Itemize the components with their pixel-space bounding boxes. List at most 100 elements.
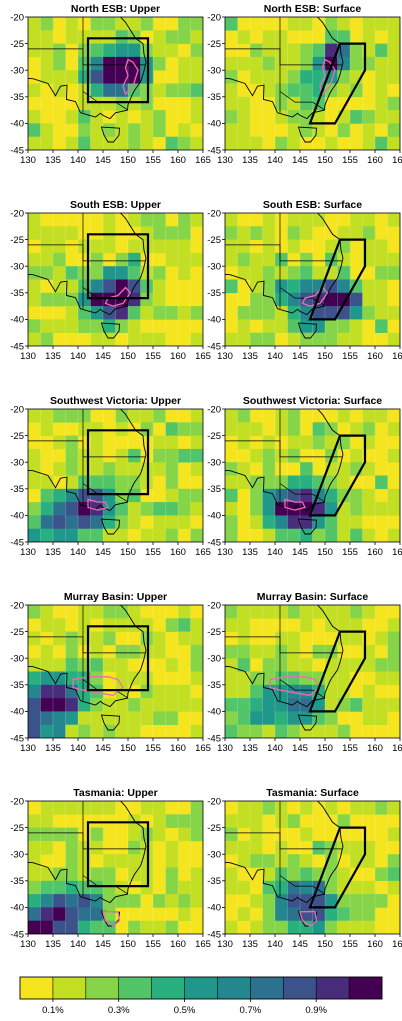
heatmap-cell bbox=[28, 475, 41, 490]
heatmap-cell bbox=[225, 239, 238, 254]
heatmap-cell bbox=[337, 840, 351, 855]
heatmap-cell bbox=[362, 698, 376, 712]
heatmap-cell bbox=[115, 110, 129, 124]
heatmap-cell bbox=[262, 711, 276, 725]
heatmap-cell bbox=[375, 409, 388, 423]
heatmap-cell bbox=[337, 671, 351, 686]
heatmap-cell bbox=[250, 43, 263, 58]
heatmap-cell bbox=[128, 462, 141, 476]
heatmap-cell bbox=[115, 528, 129, 542]
heatmap-cell bbox=[375, 292, 388, 307]
heatmap-cell bbox=[78, 894, 91, 908]
heatmap-cell bbox=[362, 880, 376, 895]
heatmap-cell bbox=[262, 319, 276, 333]
heatmap-cell bbox=[190, 658, 203, 672]
heatmap-cell bbox=[250, 801, 263, 815]
heatmap-cell bbox=[262, 56, 276, 71]
panel-7: Murray Basin: Upper 130 135 140 145 150 155 160… bbox=[10, 591, 211, 754]
heatmap-cell bbox=[90, 30, 104, 44]
heatmap-cell bbox=[312, 306, 326, 320]
heatmap-cell bbox=[103, 475, 116, 490]
y-tick-label: -40 bbox=[207, 119, 221, 130]
heatmap-cell bbox=[275, 409, 288, 423]
panel-3: South ESB: Upper 130 135 140 145 150 155 160 165… bbox=[10, 199, 211, 362]
heatmap-cell bbox=[165, 867, 179, 882]
heatmap-cell bbox=[250, 515, 263, 529]
heatmap-cell bbox=[300, 605, 313, 619]
panel-1: North ESB: Upper 130 135 140 145 150 155 160 165… bbox=[10, 3, 211, 166]
heatmap-cell bbox=[28, 840, 41, 855]
heatmap-cells bbox=[225, 605, 400, 738]
heatmap-cell bbox=[53, 724, 66, 738]
heatmap-cell bbox=[190, 96, 203, 111]
heatmap-cell bbox=[65, 528, 79, 542]
x-tick-label: 145 bbox=[95, 743, 111, 754]
heatmap-cell bbox=[337, 907, 351, 921]
heatmap-cell bbox=[300, 724, 313, 738]
heatmap-cell bbox=[153, 711, 166, 725]
heatmap-cell bbox=[300, 867, 313, 882]
heatmap-cell bbox=[387, 448, 400, 463]
heatmap-cell bbox=[28, 409, 41, 423]
heatmap-cell bbox=[178, 827, 191, 842]
y-tick-label: -40 bbox=[10, 707, 24, 718]
x-tick-label: 130 bbox=[20, 155, 36, 166]
heatmap-cell bbox=[225, 488, 238, 503]
heatmap-cell bbox=[103, 724, 116, 738]
heatmap-cell bbox=[262, 213, 276, 227]
x-tick-label: 130 bbox=[217, 351, 233, 362]
heatmap-cell bbox=[40, 292, 54, 307]
heatmap-cell bbox=[53, 711, 66, 725]
y-tick-label: -35 bbox=[207, 484, 221, 495]
heatmap-cell bbox=[300, 711, 313, 725]
x-tick-label: 165 bbox=[392, 155, 402, 166]
x-tick-label: 155 bbox=[342, 155, 358, 166]
heatmap-cell bbox=[115, 292, 129, 307]
heatmap-cell bbox=[325, 515, 338, 529]
heatmap-cell bbox=[375, 239, 388, 254]
heatmap-cell bbox=[312, 319, 326, 333]
heatmap-cell bbox=[53, 43, 66, 58]
heatmap-cell bbox=[103, 266, 116, 280]
heatmap-cell bbox=[165, 435, 179, 450]
heatmap-cell bbox=[190, 801, 203, 815]
x-tick-label: 160 bbox=[170, 351, 186, 362]
heatmap-cell bbox=[178, 266, 191, 280]
heatmap-cell bbox=[225, 827, 238, 842]
heatmap-cell bbox=[375, 279, 388, 294]
heatmap-cell bbox=[350, 279, 363, 294]
heatmap-cell bbox=[350, 83, 363, 98]
heatmap-cell bbox=[140, 528, 154, 542]
heatmap-cell bbox=[312, 266, 326, 280]
heatmap-cell bbox=[262, 462, 276, 476]
y-tick-label: -35 bbox=[207, 288, 221, 299]
heatmap-cell bbox=[325, 319, 338, 333]
heatmap-cell bbox=[337, 319, 351, 333]
heatmap-cell bbox=[375, 475, 388, 490]
heatmap-cell bbox=[103, 226, 116, 240]
heatmap-cell bbox=[140, 306, 154, 320]
y-tick-label: -30 bbox=[207, 262, 221, 273]
heatmap-cell bbox=[250, 920, 263, 934]
heatmap-cell bbox=[387, 827, 400, 842]
heatmap-cell bbox=[40, 684, 54, 699]
heatmap-cell bbox=[178, 252, 191, 267]
heatmap-cell bbox=[300, 43, 313, 58]
heatmap-cell bbox=[153, 435, 166, 450]
heatmap-cell bbox=[287, 213, 301, 227]
upper-box bbox=[86, 821, 150, 888]
heatmap-cell bbox=[362, 136, 376, 150]
heatmap-cell bbox=[237, 306, 251, 320]
heatmap-cell bbox=[165, 475, 179, 490]
heatmap-cell bbox=[140, 110, 154, 124]
heatmap-cell bbox=[375, 252, 388, 267]
heatmap-cell bbox=[28, 332, 41, 346]
heatmap-cell bbox=[103, 528, 116, 542]
heatmap-cell bbox=[28, 528, 41, 542]
heatmap-cell bbox=[325, 894, 338, 908]
heatmap-cell bbox=[300, 56, 313, 71]
heatmap-cell bbox=[90, 475, 104, 490]
heatmap-cell bbox=[237, 462, 251, 476]
heatmap-cell bbox=[350, 488, 363, 503]
heatmap-cell bbox=[225, 711, 238, 725]
